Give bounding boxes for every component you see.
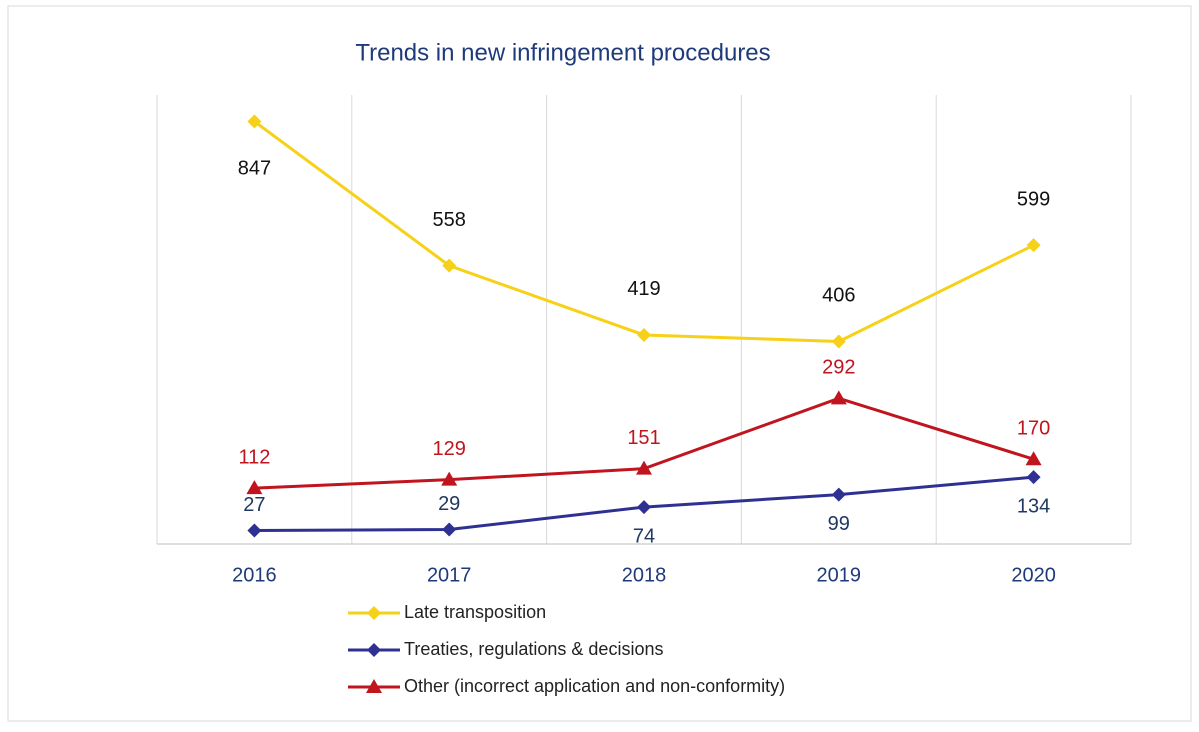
x-tick-label: 2018 [622, 564, 667, 586]
data-point [637, 500, 651, 515]
x-tick-label: 2017 [427, 564, 472, 586]
data-point [247, 114, 262, 129]
chart-title: Trends in new infringement procedures [355, 39, 770, 66]
data-point [441, 471, 458, 486]
data-label: 419 [627, 278, 660, 300]
data-point [247, 523, 262, 538]
data-point [636, 460, 652, 475]
legend-label: Treaties, regulations & decisions [404, 639, 663, 659]
legend-label: Other (incorrect application and non-con… [404, 676, 785, 696]
legend-label: Late transposition [404, 602, 546, 622]
data-label: 151 [627, 427, 660, 449]
legend-marker [367, 643, 381, 657]
data-label: 112 [238, 446, 270, 468]
data-label: 170 [1017, 417, 1050, 439]
chart-border [7, 5, 1192, 722]
x-tick-label: 2020 [1011, 564, 1056, 586]
x-tick-label: 2016 [232, 564, 277, 586]
data-label: 74 [633, 525, 655, 547]
data-point [1026, 238, 1041, 253]
legend-marker [366, 679, 382, 693]
data-label: 27 [243, 494, 265, 516]
data-label: 99 [828, 513, 850, 535]
data-point [1025, 451, 1042, 466]
data-point [831, 334, 846, 349]
data-point [830, 390, 847, 405]
data-label: 406 [822, 285, 855, 307]
data-label: 847 [238, 158, 271, 180]
data-label: 558 [433, 209, 466, 231]
data-point [637, 327, 651, 342]
data-point [1026, 470, 1041, 485]
data-point [831, 487, 846, 502]
data-label: 29 [438, 493, 460, 515]
data-label: 134 [1017, 495, 1050, 517]
data-point [442, 522, 457, 537]
legend-marker [367, 606, 381, 620]
data-point [246, 480, 263, 495]
data-point [442, 258, 457, 273]
data-label: 129 [433, 438, 466, 460]
x-tick-label: 2019 [817, 564, 862, 586]
data-label: 599 [1017, 188, 1050, 210]
data-label: 292 [822, 357, 855, 379]
